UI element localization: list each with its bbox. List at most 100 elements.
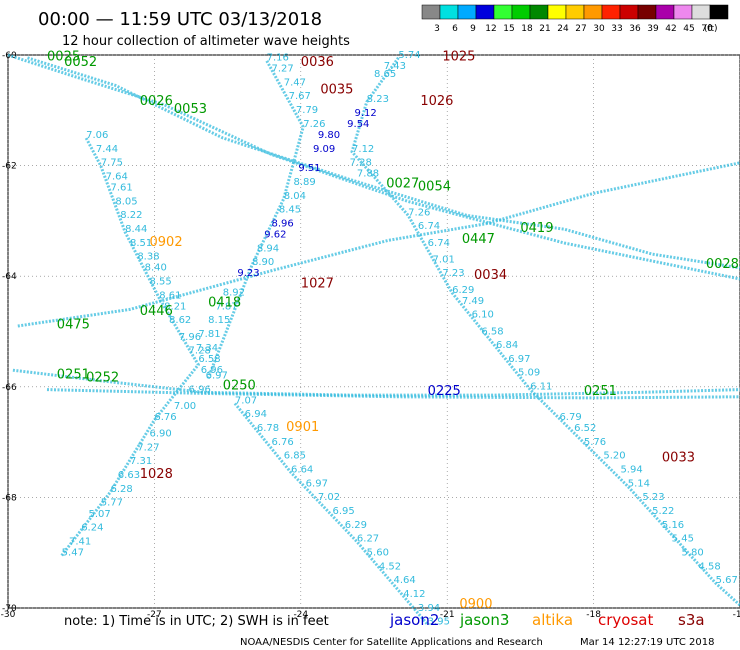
swh-value-label: 3.94 xyxy=(418,603,440,614)
x-tick-label: -15 xyxy=(733,610,740,620)
colorbar-unit: (ft) xyxy=(704,24,718,34)
pass-time-label: 0419 xyxy=(520,221,553,236)
pass-time-label: 0418 xyxy=(208,296,241,311)
swh-value-label: 5.20 xyxy=(603,451,625,462)
colorbar-tick-label: 3 xyxy=(434,24,440,34)
swh-value-label: 6.29 xyxy=(452,285,474,296)
swh-value-label: 9.62 xyxy=(264,229,286,240)
pass-time-label: 0901 xyxy=(286,420,319,435)
swh-value-label: 4.58 xyxy=(699,561,721,572)
pass-time-label: 0225 xyxy=(428,384,461,399)
swh-value-label: 6.90 xyxy=(150,429,172,440)
swh-value-label: 8.96 xyxy=(272,218,294,229)
pass-time-label: 1026 xyxy=(420,94,453,109)
swh-value-label: 7.28 xyxy=(189,346,211,357)
swh-value-label: 8.45 xyxy=(279,205,301,216)
swh-value-label: 8.15 xyxy=(208,315,230,326)
swh-value-label: 6.76 xyxy=(154,412,176,423)
swh-value-label: 3.95 xyxy=(428,617,450,628)
colorbar-swatch xyxy=(493,4,513,20)
pass-time-label: 0902 xyxy=(150,235,183,250)
colorbar-swatch xyxy=(439,4,459,20)
swh-value-label: 7.79 xyxy=(296,105,318,116)
swh-value-label: 9.51 xyxy=(298,163,320,174)
swh-value-label: 7.67 xyxy=(289,91,311,102)
satellite-track xyxy=(233,402,429,626)
swh-value-label: 7.75 xyxy=(101,158,123,169)
swh-value-label: 7.27 xyxy=(272,64,294,75)
colorbar-swatch xyxy=(565,4,585,20)
grid-lines xyxy=(7,54,740,609)
pass-time-label: 0900 xyxy=(459,597,492,612)
satellite-legend-jason2: jason2 xyxy=(389,611,439,629)
colorbar-swatch xyxy=(601,4,621,20)
colorbar-tick-label: 33 xyxy=(611,24,622,34)
swh-value-label: 5.77 xyxy=(101,498,123,509)
x-tick-label: -21 xyxy=(440,610,455,620)
pass-time-label: 0025 xyxy=(47,50,80,65)
colorbar-swatch xyxy=(619,4,639,20)
swh-value-label: 7.23 xyxy=(442,268,464,279)
pass-time-label: 1028 xyxy=(140,467,173,482)
satellite-legend-s3a: s3a xyxy=(678,611,705,629)
satellite-track xyxy=(12,368,740,397)
x-tick-label: -18 xyxy=(586,610,601,620)
swh-value-label: 7.87 xyxy=(215,301,237,312)
colorbar-swatch xyxy=(475,4,495,20)
swh-value-label: 6.97 xyxy=(306,478,328,489)
y-tick-label: -70 xyxy=(2,604,17,614)
pass-time-label: 0036 xyxy=(301,55,334,70)
satellite-track xyxy=(7,53,740,281)
swh-value-label: 7.49 xyxy=(462,296,484,307)
pass-time-label: 0033 xyxy=(662,450,695,465)
swh-value-label: 6.52 xyxy=(574,423,596,434)
colorbar-tick-label: 39 xyxy=(647,24,659,34)
colorbar-swatch xyxy=(691,4,711,20)
colorbar-swatch xyxy=(457,4,477,20)
swh-value-label: 8.89 xyxy=(293,177,315,188)
swh-value-label: 5.22 xyxy=(652,506,674,517)
swh-value-label: 6.84 xyxy=(496,340,518,351)
swh-value-label: 9.80 xyxy=(318,130,340,141)
pass-time-label: 0251 xyxy=(584,384,617,399)
axis-ticks: -30-27-24-21-18-15-60-62-64-66-68-70 xyxy=(1,51,740,620)
swh-value-label: 6.78 xyxy=(257,423,279,434)
colorbar-tick-label: 70 xyxy=(701,24,713,34)
colorbar-tick-label: 42 xyxy=(665,24,676,34)
colorbar-swatch xyxy=(637,4,657,20)
pass-time-label: 0054 xyxy=(418,179,451,194)
colorbar-tick-label: 6 xyxy=(452,24,458,34)
satellite-track xyxy=(46,388,740,400)
satellite-legend-jason3: jason3 xyxy=(459,611,509,629)
satellite-track xyxy=(17,161,740,328)
swh-value-label: 6.97 xyxy=(508,354,530,365)
footer-generated: Mar 14 12:27:19 UTC 2018 xyxy=(580,637,715,648)
swh-value-label: 6.94 xyxy=(245,409,267,420)
swh-value-label: 5.14 xyxy=(628,478,650,489)
colorbar-swatch xyxy=(511,4,531,20)
swh-value-label: 7.64 xyxy=(106,171,128,182)
footer-credit: NOAA/NESDIS Center for Satellite Applica… xyxy=(240,637,543,648)
swh-value-label: 4.64 xyxy=(394,575,416,586)
swh-value-label: 5.45 xyxy=(672,534,694,545)
swh-value-label: 8.44 xyxy=(125,224,147,235)
swh-value-label: 5.16 xyxy=(662,520,684,531)
pass-time-label: 0447 xyxy=(462,232,495,247)
swh-value-label: 8.40 xyxy=(145,263,167,274)
satellite-track xyxy=(206,59,305,380)
y-tick-label: -62 xyxy=(2,162,17,172)
pass-time-label: 0027 xyxy=(386,177,419,192)
colorbar-tick-label: 15 xyxy=(503,24,514,34)
swh-value-label: 9.54 xyxy=(347,119,369,130)
pass-time-label: 0252 xyxy=(86,370,119,385)
colorbar-tick-label: 45 xyxy=(683,24,694,34)
swh-value-label: 5.94 xyxy=(620,465,642,476)
pass-time-label: 0035 xyxy=(320,83,353,98)
swh-value-label: 9.12 xyxy=(354,108,376,119)
swh-value-label: 6.29 xyxy=(345,520,367,531)
swh-value-label: 5.74 xyxy=(398,50,420,61)
chart-subtitle: 12 hour collection of altimeter wave hei… xyxy=(62,34,350,49)
colorbar-tick-label: 12 xyxy=(485,24,496,34)
